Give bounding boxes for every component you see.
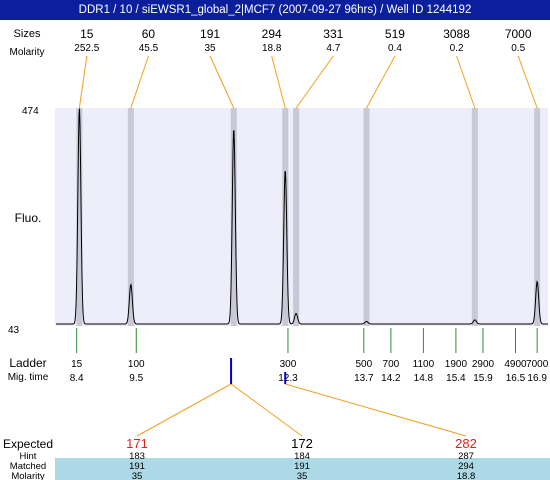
expected-connector [230,383,303,437]
window-title: DDR1 / 10 / siEWSR1_global_2|MCF7 (2007-… [0,0,550,20]
peak-band [230,108,237,326]
ladder-size-label: 300 [280,359,297,370]
peak-molarity-label: 0.5 [511,43,525,54]
expected-size-label: 282 [455,436,477,451]
matched-row-background [55,458,550,468]
hint-row-label: Hint [20,451,37,462]
y-tick-label: 43 [8,325,20,336]
sizes-row-label: Sizes [14,28,41,40]
peak-size-label: 294 [262,27,282,41]
peak-connector [78,55,88,109]
mig-time-row-label: Mig. time [8,372,49,383]
ladder-time-label: 16.5 [506,373,526,384]
fluorescence-trace [56,108,548,325]
molarity-value-label: 35 [297,471,308,480]
peak-size-label: 3088 [443,27,470,41]
peak-connector [517,55,538,109]
molarity-row-background [55,468,550,480]
ladder-size-label: 700 [383,359,400,370]
ladder-size-label: 100 [128,359,145,370]
expected-size-label: 171 [126,436,148,451]
peak-connector [271,55,286,109]
ladder-size-label: 1900 [445,359,468,370]
ladder-time-label: 12.3 [278,373,298,384]
peak-size-label: 519 [385,27,405,41]
expected-row-label: Expected [3,437,53,451]
peak-band [76,108,83,326]
ladder-time-label: 9.5 [129,373,143,384]
peak-molarity-label: 18.8 [262,43,282,54]
ladder-size-label: 7000 [526,359,549,370]
ladder-time-label: 13.7 [354,373,374,384]
ladder-row-label: Ladder [9,356,46,370]
peak-molarity-label: 45.5 [139,43,159,54]
peak-molarity-label: 252.5 [74,43,99,54]
peak-band [127,108,134,326]
ladder-size-label: 4900 [504,359,527,370]
molarity-row-label: Molarity [9,47,44,58]
peak-molarity-label: 0.4 [388,43,402,54]
peak-molarity-label: 0.2 [450,43,464,54]
peak-size-label: 7000 [505,27,532,41]
plot-area [55,108,548,326]
peak-band [282,108,289,326]
hint-value-label: 287 [458,451,474,462]
ladder-time-label: 14.8 [414,373,434,384]
ladder-size-label: 1100 [413,359,435,370]
peak-size-label: 60 [142,27,156,41]
peak-connector [130,55,149,109]
molarity-bottom-row-label: Molarity [11,471,45,480]
expected-connector [136,383,232,437]
peak-molarity-label: 35 [205,43,217,54]
peak-size-label: 191 [200,27,220,41]
peak-band [363,108,370,326]
peak-connector [209,55,235,109]
peak-band [293,108,300,326]
expected-size-label: 172 [291,436,313,451]
matched-row-label: Matched [10,461,46,472]
ladder-time-label: 15.4 [446,373,466,384]
peak-connector [366,55,396,109]
peak-size-label: 15 [80,27,94,41]
peak-band [471,108,478,326]
molarity-value-label: 35 [132,471,143,480]
hint-value-label: 184 [294,451,310,462]
expected-connector [285,383,467,437]
matched-value-label: 294 [458,461,474,472]
peak-size-label: 331 [323,27,343,41]
matched-value-label: 191 [294,461,310,472]
ladder-time-label: 14.2 [381,373,401,384]
ladder-size-label: 15 [71,359,83,370]
ladder-time-label: 16.9 [527,373,547,384]
matched-value-label: 191 [129,461,145,472]
peak-connector [295,55,334,109]
ladder-time-label: 15.9 [473,373,493,384]
peak-connector [456,55,476,109]
ladder-size-label: 500 [355,359,372,370]
molarity-value-label: 18.8 [457,471,476,480]
hint-value-label: 183 [129,451,145,462]
peak-band [534,108,541,326]
ladder-time-label: 8.4 [70,373,84,384]
y-tick-label: 474 [22,106,39,117]
ladder-size-label: 2900 [472,359,495,370]
y-axis-label: Fluo. [15,211,42,225]
peak-molarity-label: 4.7 [326,43,340,54]
